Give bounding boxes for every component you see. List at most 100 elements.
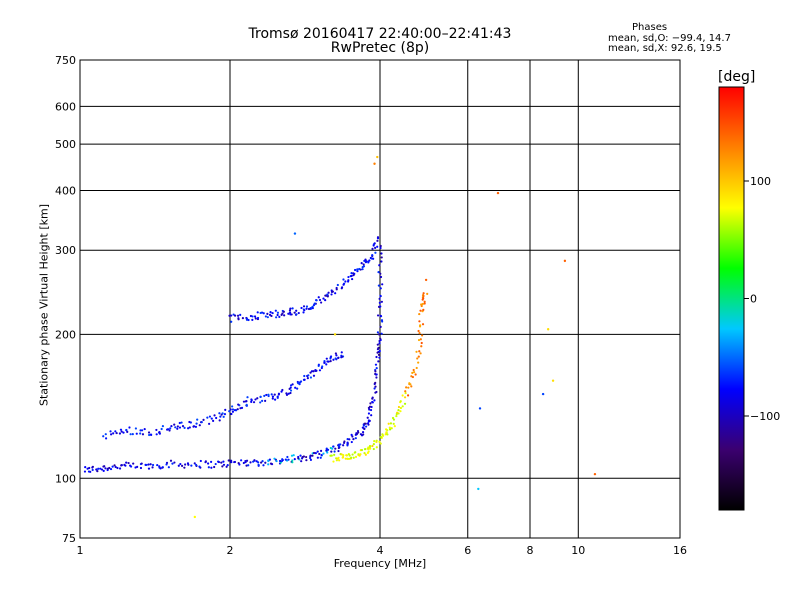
data-point <box>563 259 567 263</box>
data-point <box>373 439 376 443</box>
data-point <box>102 469 105 472</box>
data-point <box>319 449 323 452</box>
data-point <box>87 470 91 473</box>
data-point <box>362 263 365 266</box>
data-point <box>330 450 333 453</box>
data-point <box>268 458 272 461</box>
data-point <box>379 244 382 248</box>
data-point <box>335 286 338 290</box>
data-point <box>135 432 138 435</box>
data-point <box>363 422 366 425</box>
data-point <box>312 451 316 455</box>
x-tick-label: 4 <box>377 544 384 557</box>
data-point <box>332 358 335 361</box>
data-point <box>388 426 391 429</box>
data-point <box>177 464 180 467</box>
data-point <box>311 307 314 310</box>
data-point <box>269 311 272 314</box>
data-point <box>367 450 370 453</box>
data-point <box>169 427 172 430</box>
data-point <box>221 465 224 468</box>
data-point <box>237 403 240 406</box>
data-point <box>376 331 379 334</box>
data-point <box>109 467 113 471</box>
data-point <box>184 463 187 466</box>
data-point <box>378 301 381 304</box>
data-point <box>122 431 125 434</box>
data-point <box>278 459 282 463</box>
data-point <box>305 305 309 308</box>
data-point <box>276 313 279 317</box>
data-point <box>173 461 176 464</box>
data-point <box>419 338 422 341</box>
data-point <box>299 454 302 457</box>
data-point <box>114 465 117 469</box>
data-point <box>342 278 345 281</box>
data-point <box>218 419 221 422</box>
data-point <box>409 383 412 386</box>
data-point <box>335 459 338 462</box>
data-point <box>389 422 393 425</box>
data-point <box>367 419 370 422</box>
data-point <box>365 425 368 428</box>
data-point <box>344 457 347 460</box>
data-point <box>348 454 351 457</box>
data-point <box>376 155 379 159</box>
data-point <box>418 312 421 316</box>
data-point <box>202 418 205 421</box>
data-point <box>305 459 308 462</box>
data-point <box>274 309 277 312</box>
data-point <box>423 300 426 303</box>
data-point <box>228 314 231 317</box>
data-point <box>325 363 328 366</box>
data-point <box>147 463 150 466</box>
data-point <box>332 460 335 463</box>
data-point <box>364 261 368 264</box>
y-tick-label: 100 <box>55 472 76 485</box>
data-point <box>207 466 210 469</box>
data-point <box>263 394 266 397</box>
data-point <box>376 245 379 248</box>
data-point <box>324 298 327 302</box>
data-point <box>322 452 325 455</box>
colorbar-tick-label: −100 <box>750 410 780 423</box>
data-point <box>126 430 129 433</box>
data-point <box>377 346 380 349</box>
data-point <box>289 391 292 395</box>
data-point <box>178 426 182 429</box>
data-point <box>114 430 117 433</box>
data-point <box>273 457 276 460</box>
data-point <box>419 309 422 312</box>
data-point <box>372 447 375 451</box>
data-point <box>247 464 250 467</box>
data-point <box>173 423 176 426</box>
data-point <box>386 433 389 436</box>
data-point <box>161 425 165 428</box>
data-point <box>403 402 407 405</box>
data-point <box>253 315 257 318</box>
data-point <box>418 350 421 353</box>
data-point <box>288 311 292 314</box>
y-tick-label: 75 <box>62 532 76 545</box>
data-point <box>377 353 381 356</box>
data-point <box>155 428 158 432</box>
data-point <box>240 459 243 462</box>
data-point <box>198 465 201 468</box>
data-point <box>302 305 306 308</box>
data-point <box>160 427 163 431</box>
data-point <box>212 419 215 422</box>
data-point <box>265 393 268 397</box>
data-point <box>302 311 305 314</box>
stats-o-mode: mean, sd,O: −99.4, 14.7 <box>608 33 731 44</box>
data-point <box>115 431 118 435</box>
data-point <box>382 434 385 437</box>
data-point <box>124 464 127 467</box>
data-point <box>198 424 201 427</box>
data-point <box>249 461 252 464</box>
data-point <box>397 409 400 412</box>
data-point <box>229 408 232 411</box>
data-point <box>289 386 292 389</box>
data-point <box>375 367 378 370</box>
data-point <box>422 294 425 298</box>
data-point <box>125 461 128 464</box>
